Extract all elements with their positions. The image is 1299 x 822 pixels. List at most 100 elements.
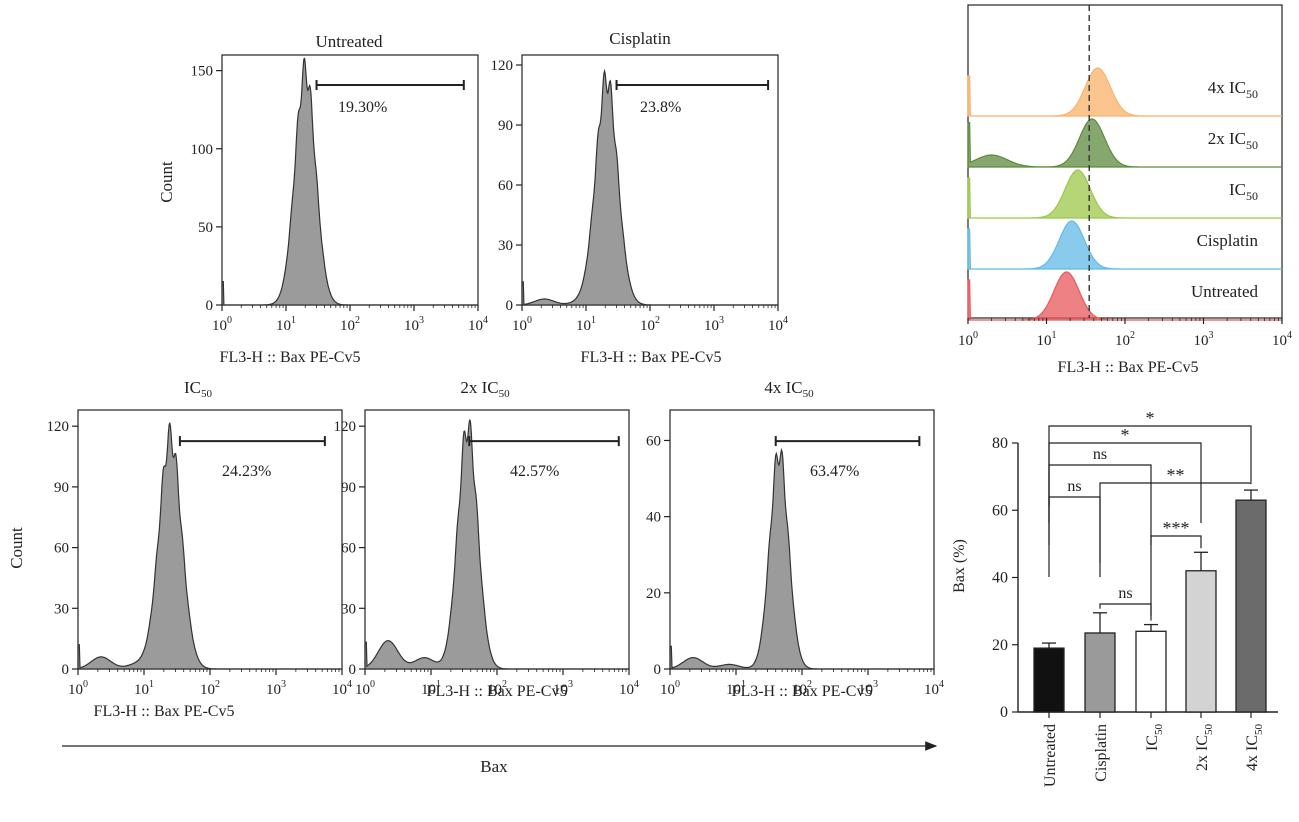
y-tick-label: 90: [341, 480, 356, 496]
significance-label: ***: [1163, 518, 1190, 538]
histogram-cisplatin: Cisplatin 23.8% FL3-H :: Bax PE-Cv5: [581, 29, 722, 366]
x-tick-label: 102: [340, 315, 360, 334]
bax-arrow-label: Bax: [480, 757, 508, 776]
y-tick-label: 80: [992, 435, 1008, 452]
x-axis-label: FL3-H :: Bax PE-Cv5: [94, 703, 235, 720]
x-tick-label: 102: [1115, 330, 1135, 349]
y-tick-label: 100: [191, 142, 214, 158]
histogram-plot: 0 30 60 90 120 100 101 102 103 104: [491, 54, 788, 334]
y-tick-label: 30: [498, 238, 513, 254]
significance-label: *: [1146, 408, 1155, 428]
x-tick-label: 104: [468, 315, 488, 334]
gate-percentage: 19.30%: [338, 99, 387, 116]
x-tick-label: 102: [640, 315, 660, 334]
x-tick-label: 104: [924, 679, 944, 698]
significance-label: *: [1121, 425, 1130, 445]
x-axis-label: FL3-H :: Bax PE-Cv5: [427, 683, 568, 700]
x-axis-label: FL3-H :: Bax PE-Cv5: [220, 349, 361, 366]
y-tick-label: 0: [1000, 704, 1008, 721]
bar-chart-y-label: Bax (%): [951, 539, 968, 593]
significance-label: **: [1167, 465, 1185, 485]
histogram-plot: 0 20 40 60 100 101 102 103 104: [646, 409, 944, 698]
x-tick-label: 100: [68, 679, 88, 698]
x-tick-label: 100: [512, 315, 532, 334]
histogram-plot: 0 30 60 90 120 100 101 102 103 104: [334, 409, 639, 698]
histogram-title: 2x IC50: [460, 378, 510, 400]
y-tick-label: 0: [349, 662, 357, 678]
y-tick-label: 90: [54, 480, 69, 496]
y-tick-label: 150: [191, 64, 214, 80]
plot-frame: [521, 54, 779, 306]
overlay-plot: 4x IC50 2x IC50 IC50 Cisplatin Untreated 100 1…: [958, 4, 1292, 349]
y-tick-label: 60: [646, 433, 661, 449]
histogram-4x-ic50: 4x IC50 63.47% FL3-H :: Bax PE-Cv5: [732, 378, 873, 700]
overlay-track-label: IC50: [1229, 180, 1258, 203]
bar-chart-plot: 0 20 40 60 80 Untreated Cisplatin IC50 2x IC50 4x…: [992, 408, 1278, 787]
x-tick-label: 102: [487, 679, 507, 698]
gate-percentage: 63.47%: [810, 463, 859, 480]
y-tick-label: 0: [62, 662, 70, 678]
x-category-label: Cisplatin: [1093, 724, 1110, 782]
histogram-curve: [221, 57, 478, 306]
plot-frame: [669, 409, 935, 670]
histogram-title: 4x IC50: [764, 378, 814, 400]
x-tick-label: 101: [576, 315, 596, 334]
overlay-track-label: 2x IC50: [1208, 129, 1258, 152]
overlay-histogram-panel: FL3-H :: Bax PE-Cv5: [1058, 359, 1199, 376]
x-tick-label: 104: [332, 679, 352, 698]
x-tick-label: 104: [1272, 330, 1292, 349]
x-tick-label: 100: [212, 315, 232, 334]
overlay-track-label: Untreated: [1191, 282, 1259, 301]
x-tick-label: 101: [421, 679, 441, 698]
x-axis-label: FL3-H :: Bax PE-Cv5: [732, 683, 873, 700]
x-tick-label: 101: [1037, 330, 1057, 349]
x-tick-label: 103: [266, 679, 286, 698]
x-tick-label: 101: [726, 679, 746, 698]
x-tick-label: 103: [404, 315, 424, 334]
significance-bracket: [1048, 496, 1101, 577]
y-tick-label: 50: [198, 220, 213, 236]
x-category-label: IC50: [1144, 724, 1165, 752]
significance-bracket: [1099, 603, 1152, 621]
histogram-title: Cisplatin: [609, 29, 671, 48]
y-axis-label: Count: [7, 527, 26, 569]
x-tick-label: 103: [553, 679, 573, 698]
y-tick-label: 120: [491, 58, 514, 74]
x-tick-label: 103: [858, 679, 878, 698]
plot-frame: [221, 54, 479, 306]
bar-chart: Bax (%): [951, 539, 968, 593]
significance-bracket: [1150, 535, 1202, 616]
significance-label: ns: [1118, 585, 1132, 602]
y-tick-label: 20: [646, 586, 661, 602]
significance-label: ns: [1093, 446, 1107, 463]
x-tick-label: 100: [660, 679, 680, 698]
x-tick-label: 101: [134, 679, 154, 698]
bar: [1235, 499, 1267, 713]
x-tick-label: 104: [768, 315, 788, 334]
y-tick-label: 20: [992, 637, 1008, 654]
x-axis-label: FL3-H :: Bax PE-Cv5: [1058, 359, 1199, 376]
overlay-track-label: 4x IC50: [1208, 78, 1258, 101]
bar: [1033, 647, 1065, 713]
y-tick-label: 0: [654, 662, 662, 678]
y-tick-label: 120: [47, 419, 70, 435]
y-tick-label: 30: [54, 601, 69, 617]
y-tick-label: 0: [506, 298, 514, 314]
gate-percentage: 24.23%: [222, 463, 271, 480]
histogram-ic50: IC50 24.23% FL3-H :: Bax PE-Cv5 Count: [7, 378, 271, 720]
histogram-title: IC50: [184, 378, 213, 400]
y-tick-label: 30: [341, 601, 356, 617]
histogram-curve: [521, 68, 778, 306]
histogram-curve: [364, 419, 629, 670]
histogram-curve: [669, 447, 934, 670]
y-tick-label: 60: [498, 178, 513, 194]
bar: [1084, 632, 1116, 713]
significance-label: ns: [1067, 478, 1081, 495]
x-tick-label: 101: [276, 315, 296, 334]
x-axis-label: FL3-H :: Bax PE-Cv5: [581, 349, 722, 366]
y-tick-label: 60: [54, 541, 69, 557]
x-category-label: 4x IC50: [1244, 724, 1265, 772]
